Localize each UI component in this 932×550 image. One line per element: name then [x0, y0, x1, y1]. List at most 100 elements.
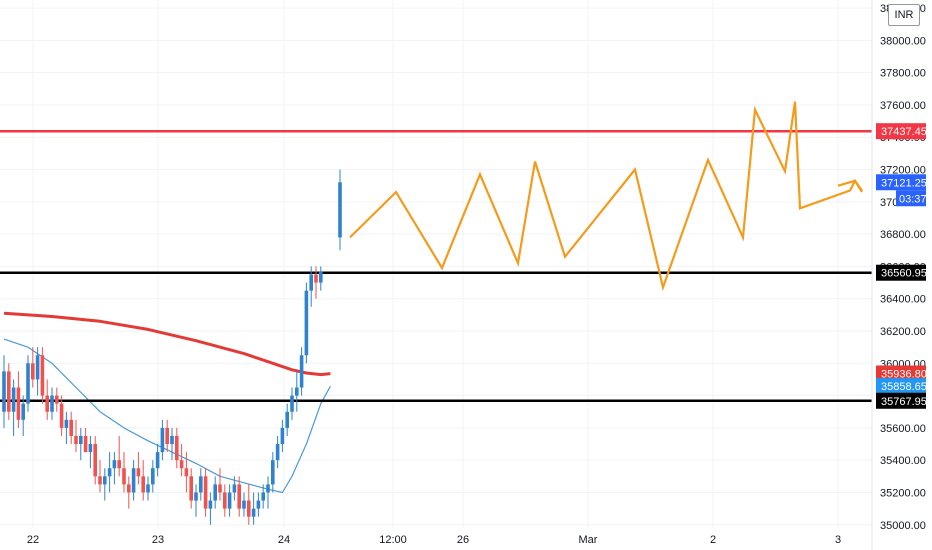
- y-tick-label: 37200.00: [880, 165, 926, 177]
- candle-up: [213, 484, 217, 501]
- candle-up: [266, 484, 270, 493]
- price-badges: 37437.45 37121.25 36560.95 35936.8035858.65…: [876, 123, 927, 409]
- support-upper-badge-bg: [876, 264, 926, 281]
- x-tick-label: 2: [710, 534, 716, 546]
- y-tick-label: 38000.00: [880, 35, 926, 47]
- candle-up: [295, 387, 299, 396]
- projection-line: [349, 101, 863, 292]
- last-price-badge-bg: [876, 174, 926, 191]
- candle-up: [275, 444, 280, 461]
- candle-up: [64, 419, 69, 428]
- candle-up: [112, 460, 117, 469]
- candle-up: [304, 290, 309, 356]
- countdown-badge: 03:37: [899, 193, 927, 205]
- y-tick-label: 35000.00: [880, 520, 926, 532]
- candle-down: [165, 427, 169, 445]
- x-tick-label: Mar: [579, 534, 598, 546]
- candle-up: [160, 427, 165, 453]
- candle-down: [98, 476, 102, 485]
- candle-up: [299, 355, 304, 388]
- candle-up: [194, 492, 198, 501]
- candle-up: [26, 363, 30, 404]
- slow-ma-badge: 35936.80: [881, 369, 927, 381]
- candle-up: [151, 468, 155, 485]
- candle-down: [127, 484, 131, 493]
- support-upper-badge: 36560.95: [881, 268, 927, 280]
- candle-down: [184, 468, 189, 477]
- candle-down: [136, 468, 141, 477]
- candle-down: [59, 403, 64, 428]
- candle-up: [256, 500, 261, 509]
- candle-up: [199, 476, 203, 493]
- fast-ma-badge-bg: [876, 378, 926, 395]
- candle-up: [107, 468, 112, 477]
- candle-down: [179, 460, 184, 469]
- candle-down: [93, 444, 97, 477]
- candle-up: [227, 492, 232, 509]
- candle-down: [74, 435, 78, 445]
- resistance-price-badge-bg: [876, 123, 926, 140]
- candle-up: [290, 395, 294, 412]
- candle-up: [79, 435, 83, 445]
- candlestick-series: [2, 169, 342, 525]
- candle-up: [271, 460, 275, 485]
- candle-up: [155, 452, 160, 469]
- candle-down: [55, 395, 59, 404]
- candle-up: [11, 387, 16, 412]
- support-lower-badge: 35767.95: [881, 396, 927, 408]
- candle-up: [208, 500, 213, 509]
- y-tick-label: 35400.00: [880, 455, 926, 467]
- support-lower-badge-bg: [876, 392, 926, 409]
- candle-up: [261, 492, 265, 501]
- x-tick-label: 22: [27, 534, 39, 546]
- candle-up: [50, 395, 54, 412]
- candle-down: [218, 484, 222, 493]
- last-price-badge: 37121.25: [881, 177, 927, 189]
- candle-up: [88, 444, 93, 453]
- candle-down: [175, 435, 179, 461]
- candle-down: [141, 476, 145, 493]
- y-tick-label: 35600.00: [880, 423, 926, 435]
- candle-up: [131, 468, 136, 493]
- projection-path: [349, 101, 863, 292]
- slow-ma-badge-bg: [876, 365, 926, 382]
- price-axis[interactable]: 38200.0038000.0037800.0037600.0037400.00…: [871, 0, 932, 550]
- candle-down: [237, 484, 241, 509]
- candle-up: [285, 411, 289, 428]
- candle-up: [280, 427, 285, 445]
- y-tick-label: 36800.00: [880, 229, 926, 241]
- candle-down: [83, 435, 88, 453]
- chart-grid: [0, 0, 872, 528]
- y-tick-label: 37600.00: [880, 100, 926, 112]
- slow-ma-line: [3, 311, 331, 377]
- y-tick-label: 36400.00: [880, 294, 926, 306]
- candle-down: [69, 419, 73, 436]
- x-tick-label: 23: [152, 534, 164, 546]
- candle-up: [338, 182, 342, 238]
- candle-up: [35, 355, 40, 380]
- candle-up: [232, 484, 237, 493]
- projection-arrowhead: [837, 179, 863, 193]
- candle-up: [2, 371, 6, 412]
- candle-up: [21, 403, 25, 420]
- candle-down: [117, 460, 121, 469]
- candle-up: [242, 500, 246, 509]
- candle-down: [223, 492, 227, 509]
- x-tick-label: 26: [457, 534, 469, 546]
- candle-down: [203, 476, 208, 509]
- x-tick-label: 12:00: [379, 534, 407, 546]
- x-tick-label: 3: [835, 534, 841, 546]
- x-axis: 22 23 24 12:00 26 Mar 2 3: [27, 534, 841, 546]
- countdown-badge-bg: [896, 190, 926, 207]
- candle-down: [45, 395, 49, 412]
- x-tick-label: 24: [278, 534, 290, 546]
- currency-button[interactable]: INR: [888, 4, 920, 26]
- candle-down: [247, 500, 251, 517]
- candle-down: [7, 371, 11, 412]
- candle-down: [189, 476, 193, 501]
- y-tick-label: 35200.00: [880, 487, 926, 499]
- candle-down: [314, 274, 318, 283]
- slow-moving-average: [3, 311, 331, 377]
- candle-up: [170, 435, 174, 445]
